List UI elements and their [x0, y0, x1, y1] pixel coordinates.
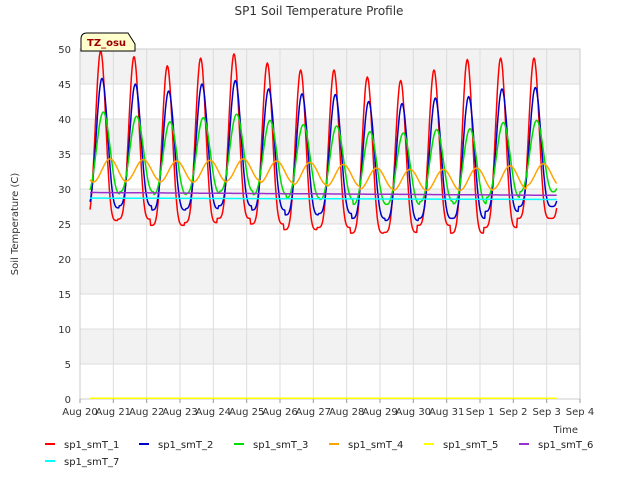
background-band	[80, 259, 580, 294]
series-line-sp1_smT_3	[89, 111, 558, 206]
y-tick-label: 15	[58, 290, 71, 301]
x-tick-label: Sep 2	[499, 407, 527, 418]
x-tick-label: Aug 27	[296, 407, 331, 418]
y-tick-label: 10	[58, 325, 71, 336]
series-lines	[89, 50, 558, 400]
background-band	[80, 49, 580, 84]
legend-label-sp1_smT_1: sp1_smT_1	[64, 440, 119, 451]
x-tick-label: Aug 24	[196, 407, 231, 418]
x-tick-label: Sep 3	[532, 407, 560, 418]
x-tick-label: Aug 29	[362, 407, 397, 418]
legend-label-sp1_smT_2: sp1_smT_2	[158, 440, 213, 451]
x-tick-label: Aug 30	[396, 407, 431, 418]
series-line-sp1_smT_6	[89, 191, 557, 197]
y-tick-label: 35	[58, 150, 71, 161]
y-tick-label: 0	[65, 395, 71, 406]
tz-annotation-text: TZ_osu	[87, 38, 126, 49]
series-line-sp1_smT_1	[89, 50, 558, 234]
x-tick-label: Aug 21	[96, 407, 131, 418]
x-tick-label: Sep 1	[466, 407, 494, 418]
x-tick-label: Aug 22	[129, 407, 164, 418]
legend-label-sp1_smT_5: sp1_smT_5	[443, 440, 498, 451]
y-tick-label: 50	[58, 45, 71, 56]
y-tick-label: 30	[58, 185, 71, 196]
y-tick-label: 25	[58, 220, 71, 231]
y-tick-label: 5	[65, 360, 71, 371]
x-tick-label: Aug 23	[162, 407, 197, 418]
x-tick-label: Aug 26	[262, 407, 297, 418]
y-tick-label: 40	[58, 115, 71, 126]
tz-annotation-box	[80, 32, 136, 52]
x-tick-label: Aug 28	[329, 407, 364, 418]
y-tick-label: 20	[58, 255, 71, 266]
legend-label-sp1_smT_4: sp1_smT_4	[348, 440, 403, 451]
legend-label-sp1_smT_7: sp1_smT_7	[64, 457, 119, 468]
series-line-sp1_smT_4	[89, 158, 558, 192]
y-axis-ticks: 0 5 10 15 20 25 30 35 40 45 50	[58, 45, 71, 406]
x-tick-label: Aug 20	[62, 407, 97, 418]
legend: sp1_smT_1 sp1_smT_2 sp1_smT_3 sp1_smT_4 sp1_…	[45, 440, 593, 468]
series-line-sp1_smT_7	[89, 197, 557, 201]
tz-annotation: TZ_osu	[80, 32, 136, 52]
x-tick-label: Aug 25	[229, 407, 264, 418]
series-line-sp1_smT_2	[89, 77, 558, 222]
legend-label-sp1_smT_6: sp1_smT_6	[538, 440, 593, 451]
x-axis-label: Time	[553, 425, 578, 436]
y-axis-label: Soil Temperature (C)	[10, 173, 21, 276]
x-tick-label: Sep 4	[566, 407, 594, 418]
background-band	[80, 329, 580, 364]
legend-label-sp1_smT_3: sp1_smT_3	[253, 440, 308, 451]
chart-title: SP1 Soil Temperature Profile	[235, 4, 404, 18]
x-tick-label: Aug 31	[429, 407, 464, 418]
y-tick-label: 45	[58, 80, 71, 91]
